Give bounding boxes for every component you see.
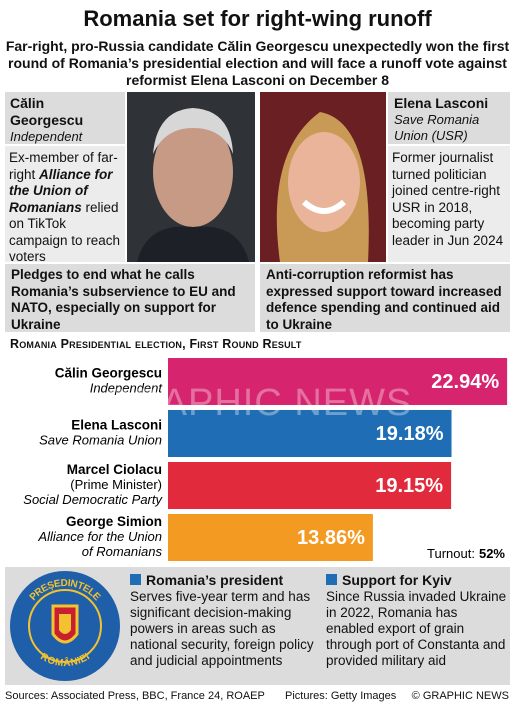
bar bbox=[168, 358, 508, 405]
description: Ex-member of far-right Alliance for the … bbox=[5, 146, 125, 265]
category-label: Călin Georgescu bbox=[55, 366, 162, 381]
value-label: 22.94% bbox=[431, 371, 499, 393]
info-text: Since Russia invaded Ukraine in 2022, Ro… bbox=[326, 589, 507, 668]
value-label: 19.15% bbox=[375, 475, 443, 497]
category-note: (Prime Minister) bbox=[70, 477, 162, 492]
candidate-party: Independent bbox=[10, 129, 83, 144]
watermark: GRAPHIC NEWS bbox=[102, 382, 413, 424]
info-block: Romania’s president Serves five-year ter… bbox=[130, 572, 318, 669]
bar bbox=[168, 514, 373, 561]
bar bbox=[168, 462, 452, 509]
pledge: Pledges to end what he calls Romania’s s… bbox=[5, 264, 255, 332]
name-box: Elena Lasconi Save Romania Union (USR) bbox=[388, 92, 510, 144]
credit: © GRAPHIC NEWS bbox=[411, 690, 509, 702]
text: Ex-member of far-right bbox=[9, 150, 118, 182]
turnout-value: 52% bbox=[479, 546, 505, 561]
pictures: Pictures: Getty Images bbox=[285, 690, 397, 702]
category-label: Elena Lasconi bbox=[71, 418, 162, 433]
info-heading: Romania’s president bbox=[130, 572, 318, 589]
category-note: Alliance for the Union bbox=[37, 529, 162, 544]
seal: PREȘEDINTELE ROMÂNIEI bbox=[10, 571, 120, 681]
candidate-name: Călin Georgescu bbox=[10, 95, 84, 128]
category-label: Marcel Ciolacu bbox=[67, 462, 162, 477]
sources: Sources: Associated Press, BBC, France 2… bbox=[5, 690, 265, 702]
category-note: Save Romania Union bbox=[39, 432, 162, 447]
value-label: 13.86% bbox=[297, 527, 365, 549]
turnout: Turnout: 52% bbox=[427, 546, 505, 561]
photo bbox=[260, 92, 386, 262]
candidate-party: Save Romania Union (USR) bbox=[394, 112, 480, 143]
text: Former journalist turned politician join… bbox=[392, 150, 504, 248]
subtitle: Far-right, pro-Russia candidate Călin Ge… bbox=[5, 38, 510, 88]
chart-title: Romania Presidential election, First Rou… bbox=[10, 337, 302, 351]
title: Romania set for right-wing runoff bbox=[83, 6, 432, 31]
turnout-label: Turnout: bbox=[427, 546, 475, 561]
category-note: Social Democratic Party bbox=[23, 492, 163, 507]
info-block: Support for Kyiv Since Russia invaded Uk… bbox=[326, 572, 508, 669]
pledge: Anti-corruption reformist has expressed … bbox=[260, 264, 510, 332]
name-box: Călin Georgescu Independent bbox=[5, 92, 125, 144]
text: relied on TikTok campaign to reach voter… bbox=[9, 199, 121, 265]
category-label: George Simion bbox=[66, 514, 162, 529]
category-note: of Romanians bbox=[82, 544, 163, 559]
description: Former journalist turned politician join… bbox=[388, 146, 510, 262]
info-heading: Support for Kyiv bbox=[326, 572, 508, 589]
info-text: Serves five-year term and has significan… bbox=[130, 589, 314, 668]
photo bbox=[127, 92, 255, 262]
value-label: 19.18% bbox=[376, 423, 444, 445]
candidate-name: Elena Lasconi bbox=[394, 95, 489, 111]
bar bbox=[168, 410, 452, 457]
category-note: Independent bbox=[90, 380, 164, 395]
text: Alliance for the Union of Romanians bbox=[9, 166, 113, 215]
